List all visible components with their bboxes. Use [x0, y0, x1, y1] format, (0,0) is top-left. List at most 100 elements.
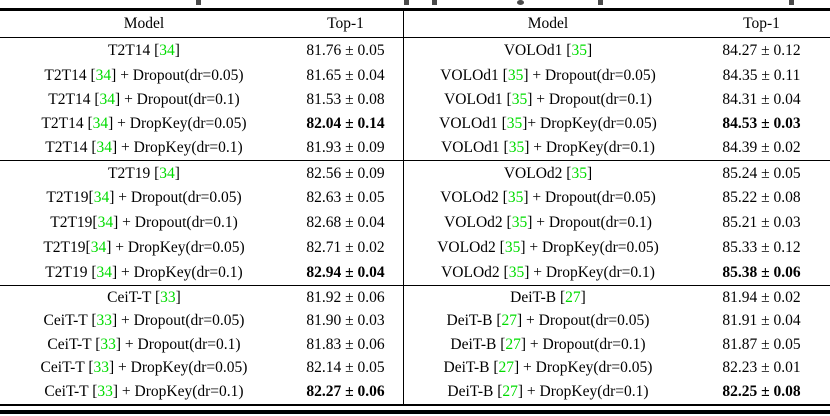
model-label: ] + DropKey(dr=0.05) — [108, 114, 247, 132]
citation-link[interactable]: 34 — [99, 90, 116, 108]
model-label: DeiT-B [ — [446, 312, 502, 330]
table-row: CeiT-T [33] + Dropout(dr=0.1) 81.83 ± 0.0… — [0, 333, 830, 356]
top1-cell: 82.71 ± 0.02 — [288, 240, 403, 256]
model-label: VOLOd1 [ — [439, 114, 507, 132]
top1-value: 84.31 ± 0.04 — [722, 90, 801, 108]
model-label: ] + DropKey(dr=0.05) — [514, 359, 653, 377]
citation-link[interactable]: 33 — [93, 359, 110, 377]
model-cell: CeiT-T [33] + DropKey(dr=0.05) — [0, 360, 288, 376]
top1-value: 84.35 ± 0.11 — [722, 66, 801, 84]
model-label: CeiT-T [ — [40, 359, 94, 377]
top1-cell: 81.90 ± 0.03 — [288, 313, 403, 329]
model-cell: CeiT-T [33] + Dropout(dr=0.1) — [0, 337, 288, 353]
citation-link[interactable]: 35 — [507, 66, 524, 84]
table-row: T2T19[34] + Dropout(dr=0.05) 82.63 ± 0.05… — [0, 186, 830, 211]
table-row: T2T14 [34] + DropKey(dr=0.1) 81.93 ± 0.09… — [0, 136, 830, 160]
model-label: VOLOd2 [ — [444, 214, 512, 232]
citation-link[interactable]: 33 — [96, 312, 113, 330]
top1-cell: 85.33 ± 0.12 — [693, 240, 830, 256]
column-divider-rule — [403, 11, 404, 404]
model-label: ] — [175, 288, 181, 306]
model-cell: DeiT-B [27] + Dropout(dr=0.05) — [403, 313, 693, 329]
citation-link[interactable]: 35 — [571, 42, 587, 60]
citation-link[interactable]: 35 — [511, 214, 528, 232]
header-model-right: Model — [527, 15, 569, 33]
model-label: ] + Dropout(dr=0.1) — [115, 335, 241, 353]
citation-link[interactable]: 27 — [565, 288, 581, 306]
citation-link[interactable]: 35 — [511, 90, 528, 108]
model-label: DeiT-B [ — [450, 335, 506, 353]
citation-link[interactable]: 33 — [160, 288, 176, 306]
model-cell: T2T19 [34] + DropKey(dr=0.1) — [0, 265, 288, 281]
top1-cell: 82.68 ± 0.04 — [288, 215, 403, 231]
model-cell: VOLOd1 [35] + Dropout(dr=0.1) — [403, 92, 693, 108]
citation-link[interactable]: 34 — [159, 164, 175, 182]
caption-fragment — [404, 0, 409, 5]
top1-value: 85.24 ± 0.05 — [722, 164, 801, 182]
model-label: VOLOd2 [ — [503, 164, 572, 182]
top1-value: 81.87 ± 0.05 — [722, 335, 801, 353]
model-label: ] + Dropout(dr=0.05) — [517, 312, 650, 330]
citation-link[interactable]: 35 — [507, 189, 524, 207]
citation-link[interactable]: 35 — [504, 239, 521, 257]
model-label: ] + DropKey(dr=0.05) — [106, 239, 245, 257]
citation-link[interactable]: 27 — [505, 335, 521, 353]
citation-link[interactable]: 34 — [97, 214, 114, 232]
model-label: ] + DropKey(dr=0.1) — [517, 382, 649, 400]
top1-value: 81.65 ± 0.04 — [306, 66, 385, 84]
top1-cell: 84.27 ± 0.12 — [693, 43, 830, 59]
top1-cell: 85.38 ± 0.06 — [693, 265, 830, 281]
top1-cell: 81.91 ± 0.04 — [693, 313, 830, 329]
citation-link[interactable]: 35 — [508, 263, 525, 281]
model-label: CeiT-T [ — [44, 382, 98, 400]
model-label: ] + Dropout(dr=0.05) — [112, 312, 245, 330]
citation-link[interactable]: 27 — [498, 359, 515, 377]
citation-link[interactable]: 34 — [95, 66, 112, 84]
model-label: VOLOd1 [ — [440, 66, 508, 84]
citation-link[interactable]: 34 — [96, 139, 113, 157]
model-cell: T2T14 [34] + Dropout(dr=0.05) — [0, 66, 288, 84]
model-cell: T2T19 [34] — [0, 164, 288, 182]
citation-link[interactable]: 34 — [93, 189, 110, 207]
top1-cell: 81.92 ± 0.06 — [288, 290, 403, 306]
top1-cell: 81.53 ± 0.08 — [288, 92, 403, 108]
block1-separator-rule — [0, 160, 830, 161]
top1-cell: 85.22 ± 0.08 — [693, 190, 830, 206]
model-cell: T2T14 [34] + DropKey(dr=0.05) — [0, 116, 288, 132]
model-label: ] + DropKey(dr=0.1) — [112, 263, 243, 281]
citation-link[interactable]: 34 — [96, 263, 113, 281]
citation-link[interactable]: 34 — [90, 239, 107, 257]
top1-value: 81.91 ± 0.04 — [722, 312, 801, 330]
top1-cell: 84.39 ± 0.02 — [693, 140, 830, 156]
citation-link[interactable]: 34 — [92, 114, 109, 132]
model-label: ]+ DropKey(dr=0.05) — [522, 114, 657, 132]
model-cell: DeiT-B [27] + DropKey(dr=0.1) — [403, 382, 693, 400]
table-row: T2T14 [34] 81.76 ± 0.05 VOLOd1 [35] 84.27 ±… — [0, 39, 830, 63]
top1-value: 84.39 ± 0.02 — [722, 139, 801, 157]
citation-link[interactable]: 33 — [97, 382, 113, 400]
citation-link[interactable]: 35 — [508, 139, 525, 157]
top1-cell: 84.31 ± 0.04 — [693, 92, 830, 108]
model-cell: DeiT-B [27] — [403, 290, 693, 306]
model-cell: T2T14 [34] — [0, 43, 288, 59]
top1-value: 82.94 ± 0.04 — [306, 263, 385, 281]
top1-cell: 82.94 ± 0.04 — [288, 265, 403, 281]
top1-cell: 84.53 ± 0.03 — [693, 116, 830, 132]
model-label: VOLOd1 [ — [444, 90, 512, 108]
top1-value: 85.33 ± 0.12 — [722, 239, 801, 257]
model-label: ] + DropKey(dr=0.1) — [524, 263, 655, 281]
top1-value: 85.22 ± 0.08 — [722, 189, 801, 207]
model-label: VOLOd2 [ — [440, 189, 508, 207]
citation-link[interactable]: 35 — [506, 114, 523, 132]
top1-cell: 85.24 ± 0.05 — [693, 164, 830, 182]
model-label: ] + DropKey(dr=0.05) — [520, 239, 659, 257]
model-label: ] + Dropout(dr=0.1) — [113, 214, 238, 232]
citation-link[interactable]: 35 — [571, 164, 587, 182]
citation-link[interactable]: 27 — [501, 312, 518, 330]
top1-value: 82.56 ± 0.09 — [306, 164, 385, 182]
citation-link[interactable]: 27 — [502, 382, 518, 400]
model-label: ] + Dropout(dr=0.05) — [111, 66, 244, 84]
citation-link[interactable]: 33 — [100, 335, 116, 353]
citation-link[interactable]: 34 — [159, 42, 175, 60]
model-label: ] + DropKey(dr=0.1) — [112, 382, 244, 400]
